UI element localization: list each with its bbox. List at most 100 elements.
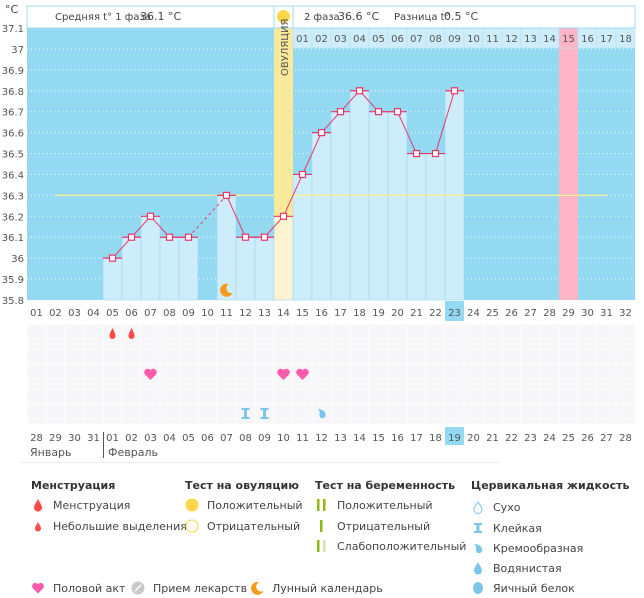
symptom-cell: [255, 324, 274, 344]
legend-label: Половой акт: [53, 581, 126, 595]
symptom-cell: [331, 344, 350, 364]
legend-intercourse: Половой акт: [31, 581, 125, 595]
x-tick-label: 01: [30, 308, 43, 319]
bbt-chart: 01 02 03 04 05 06 07 08 09 10 11 12 13 14 15 16 17 18 35.…: [2, 3, 636, 445]
top-day-label: 07: [410, 34, 423, 45]
symptom-cell: [179, 324, 198, 344]
symptom-cell: [502, 364, 521, 384]
symptom-cell: [27, 364, 46, 384]
symptom-cell: [46, 324, 65, 344]
legend-label: Слабоположительный: [337, 539, 467, 553]
y-tick-label: 36.2: [2, 212, 24, 223]
symptom-cell: [426, 344, 445, 364]
temperature-bar: [311, 132, 332, 301]
x-tick-label: 14: [277, 308, 290, 319]
legend-pregnancy-weak: Слабоположительный: [315, 539, 466, 553]
symptom-cell: [274, 404, 293, 424]
top-day-label: 05: [372, 34, 385, 45]
symptom-cell: [122, 364, 141, 384]
legend-label: Кремообразная: [493, 541, 584, 555]
symptom-cell: [559, 344, 578, 364]
y-tick-label: 35.8: [2, 296, 24, 307]
top-day-label: 10: [467, 34, 480, 45]
legend-fluid-watery: Водянистая: [471, 561, 562, 575]
symptom-cell: [65, 364, 84, 384]
calendar-date: 29: [49, 433, 62, 444]
calendar-date: 14: [353, 433, 366, 444]
x-tick-label: 17: [334, 308, 347, 319]
symptom-cell: [578, 324, 597, 344]
x-tick-label: 28: [543, 308, 556, 319]
x-tick-label: 24: [467, 308, 480, 319]
symptom-cell: [46, 344, 65, 364]
temperature-point: [298, 170, 307, 179]
symptom-cell: [502, 404, 521, 424]
today-date-highlight: [445, 427, 464, 445]
symptom-cell: [388, 324, 407, 344]
temperature-point: [108, 254, 117, 262]
symptom-cell: [84, 344, 103, 364]
x-tick-label: 19: [372, 308, 385, 319]
heart-icon: [296, 368, 309, 380]
symptom-cell: [198, 404, 217, 424]
phase2-label: 2 фаза: [304, 12, 340, 23]
symptom-cell: [369, 324, 388, 344]
symptom-cell: [179, 364, 198, 384]
symptom-cell: [578, 384, 597, 404]
symptom-cell: [388, 404, 407, 424]
y-tick-label: 36.7: [2, 108, 24, 119]
symptom-cell: [141, 344, 160, 364]
temperature-bar: [406, 153, 427, 301]
symptom-cell: [255, 364, 274, 384]
legend-label: Менструация: [53, 498, 131, 512]
temperature-point: [184, 233, 193, 241]
symptom-cell: [540, 324, 559, 344]
y-tick-label: 36.8: [2, 87, 24, 98]
symptom-cell: [141, 324, 160, 344]
top-day-labels: 01 02 03 04 05 06 07 08 09 10 11 12 13 14 15 16 17 18: [292, 27, 636, 49]
plot-area: [27, 6, 635, 301]
temperature-point: [260, 233, 269, 241]
calendar-date: 19: [448, 433, 461, 444]
symptom-cell: [369, 384, 388, 404]
x-tick-label: 18: [353, 308, 366, 319]
symptom-cell: [84, 324, 103, 344]
small-drop-icon: [31, 519, 45, 533]
symptom-cell: [236, 384, 255, 404]
symptom-cell: [350, 384, 369, 404]
symptom-cell: [616, 384, 635, 404]
symptom-cell: [350, 344, 369, 364]
symptom-cell: [464, 384, 483, 404]
temperature-bar: [273, 216, 294, 301]
x-axis-cycle-days: 01 02 03 04 05 06 07 08 09 10 11 12 13 14 15 16 17 18 19 20…: [30, 301, 632, 321]
legend-fluid-creamy: Кремообразная: [471, 541, 583, 555]
symptom-cell: [122, 344, 141, 364]
temperature-point: [279, 212, 288, 220]
symptom-cell: [274, 344, 293, 364]
month-divider: [103, 432, 104, 458]
moon-icon: [250, 581, 264, 595]
symptom-cell: [426, 324, 445, 344]
month-february: Февраль: [108, 446, 158, 459]
top-day-label: 14: [543, 34, 556, 45]
symptom-cell: [616, 364, 635, 384]
symptom-cell: [84, 384, 103, 404]
top-day-label: 04: [353, 34, 366, 45]
symptom-cell: [179, 404, 198, 424]
x-tick-label: 16: [315, 308, 328, 319]
temperature-point: [336, 108, 345, 116]
symptom-cell: [84, 364, 103, 384]
symptom-cell: [559, 384, 578, 404]
legend-pregnancy-positive: Положительный: [315, 498, 433, 512]
symptom-cell: [84, 404, 103, 424]
symptom-cell: [407, 384, 426, 404]
symptom-cell: [236, 364, 255, 384]
symptom-cell: [483, 404, 502, 424]
legend-label: Яичный белок: [493, 581, 575, 595]
legend-label: Клейкая: [493, 521, 542, 535]
x-tick-label: 21: [410, 308, 423, 319]
x-tick-label: 27: [524, 308, 537, 319]
legend-cervical-fluid-title: Цервикальная жидкость: [471, 479, 630, 492]
top-day-label: 17: [600, 34, 613, 45]
symptom-cell: [597, 344, 616, 364]
